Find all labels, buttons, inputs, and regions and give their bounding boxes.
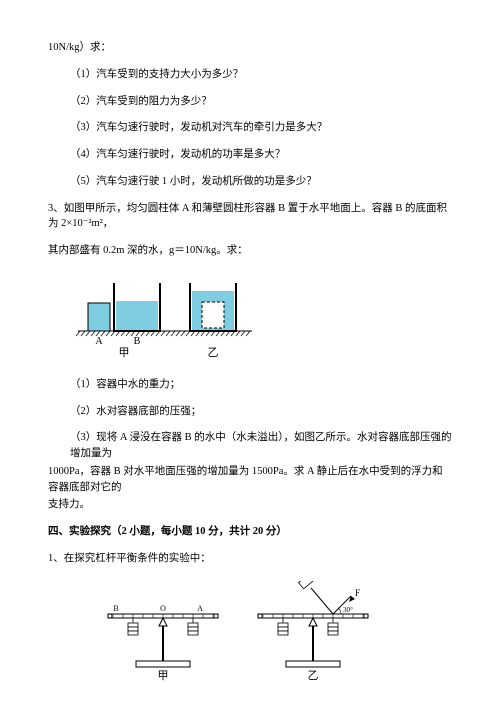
svg-text:F: F	[355, 588, 360, 598]
figure2-svg: B O A 甲 F30° 乙	[98, 581, 398, 681]
svg-text:甲: 甲	[119, 347, 130, 359]
svg-text:O: O	[160, 604, 166, 613]
svg-text:乙: 乙	[308, 669, 319, 681]
figure-levers: B O A 甲 F30° 乙	[98, 581, 452, 681]
svg-text:A: A	[95, 336, 103, 347]
problem3-q3-line2: 1000Pa，容器 B 对水平地面压强的增加量为 1500Pa。求 A 静止后在…	[48, 464, 452, 496]
problem2-intro: 10N/kg）求：	[48, 40, 452, 56]
problem3-q1: （1）容器中水的重力；	[48, 377, 452, 393]
problem3-q2: （2）水对容器底部的压强；	[48, 404, 452, 420]
problem2-q4: （4）汽车匀速行驶时，发动机的功率是多大？	[48, 147, 452, 163]
problem3-intro-line2: 其内部盛有 0.2m 深的水，g＝10N/kg。求：	[48, 243, 452, 259]
problem2-q1: （1）汽车受到的支持力大小为多少？	[48, 67, 452, 83]
svg-text:乙: 乙	[208, 346, 219, 359]
problem2-q3: （3）汽车匀速行驶时，发动机对汽车的牵引力是多大？	[48, 120, 452, 136]
problem3-intro-line1: 3、如图甲所示，均匀圆柱体 A 和薄壁圆柱形容器 B 置于水平地面上。容器 B …	[48, 201, 452, 233]
figure-containers: A B甲 乙	[70, 273, 452, 363]
svg-text:30°: 30°	[343, 606, 353, 614]
svg-text:甲: 甲	[158, 670, 169, 681]
section4-q1: 1、在探究杠杆平衡条件的实验中：	[48, 551, 452, 567]
section4-header: 四、实验探究（2 小题，每小题 10 分，共计 20 分）	[48, 524, 452, 540]
figure1-svg: A B甲 乙	[70, 273, 260, 363]
svg-text:B: B	[113, 604, 118, 613]
problem3-q3-line3: 支持力。	[48, 497, 452, 513]
problem2-q2: （2）汽车受到的阻力为多少？	[48, 94, 452, 110]
problem3-q3-line1: （3）现将 A 浸没在容器 B 的水中（水未溢出），如图乙所示。水对容器底部压强…	[48, 430, 452, 462]
svg-text:A: A	[197, 604, 203, 613]
svg-text:B: B	[134, 336, 141, 347]
problem2-q5: （5）汽车匀速行驶 1 小时，发动机所做的功是多少？	[48, 174, 452, 190]
